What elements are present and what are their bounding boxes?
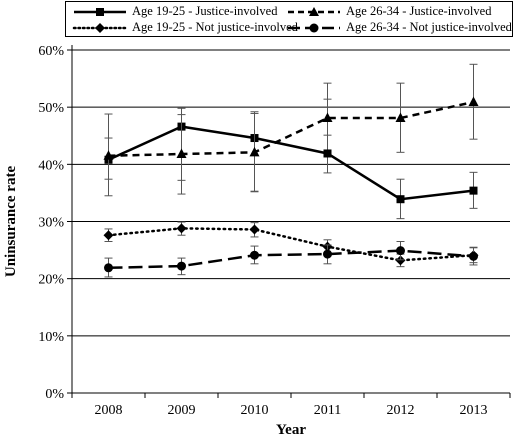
data-point-diamond bbox=[395, 255, 406, 266]
legend-label: Age 19-25 - Not justice-involved bbox=[132, 20, 298, 34]
series-line-3 bbox=[108, 249, 474, 270]
data-point-square bbox=[396, 195, 405, 204]
x-tick-label: 2013 bbox=[460, 403, 488, 418]
data-point-circle bbox=[396, 246, 405, 256]
y-tick-label: 0% bbox=[45, 387, 64, 402]
y-tick-label: 40% bbox=[38, 158, 64, 173]
data-point-triangle bbox=[395, 112, 406, 123]
data-point-square bbox=[469, 186, 478, 195]
legend-label: Age 26-34 - Not justice-involved bbox=[346, 20, 512, 34]
series-line-1 bbox=[108, 100, 474, 158]
y-tick-label: 20% bbox=[38, 273, 64, 288]
legend-label: Age 19-25 - Justice-involved bbox=[132, 4, 278, 18]
legend-swatch-circle bbox=[288, 23, 340, 33]
data-point-triangle bbox=[103, 150, 114, 160]
x-tick-label: 2011 bbox=[314, 403, 341, 418]
data-point-diamond bbox=[249, 224, 260, 235]
data-point-triangle bbox=[176, 148, 187, 159]
legend-swatch-triangle bbox=[288, 7, 340, 16]
legend-swatch-square bbox=[74, 8, 126, 16]
y-tick-label: 60% bbox=[38, 44, 64, 59]
data-point-diamond bbox=[103, 230, 114, 241]
data-point-circle bbox=[250, 250, 259, 260]
data-point-triangle bbox=[468, 96, 479, 107]
y-tick-label: 30% bbox=[38, 216, 64, 231]
data-point-diamond bbox=[176, 223, 187, 234]
x-tick-label: 2009 bbox=[168, 403, 196, 418]
data-point-triangle bbox=[249, 146, 260, 157]
series-line-0 bbox=[107, 125, 474, 201]
y-tick-label: 10% bbox=[38, 330, 64, 345]
y-axis-title: Uninsurance rate bbox=[3, 166, 19, 278]
x-tick-label: 2008 bbox=[95, 403, 123, 418]
series-line-2 bbox=[107, 227, 475, 262]
data-point-square bbox=[323, 149, 332, 158]
data-point-circle bbox=[323, 249, 332, 259]
data-point-circle bbox=[104, 263, 113, 273]
x-tick-label: 2012 bbox=[387, 403, 415, 418]
data-point-circle bbox=[469, 251, 478, 261]
data-point-circle bbox=[177, 261, 186, 271]
legend-label: Age 26-34 - Justice-involved bbox=[346, 4, 492, 18]
legend: Age 19-25 - Justice-involved Age 26-34 -… bbox=[65, 1, 513, 37]
legend-swatch-diamond bbox=[72, 23, 128, 33]
y-tick-label: 50% bbox=[38, 101, 64, 116]
x-tick-label: 2010 bbox=[241, 403, 269, 418]
x-axis-title: Year bbox=[276, 422, 306, 436]
data-point-triangle bbox=[322, 112, 333, 123]
